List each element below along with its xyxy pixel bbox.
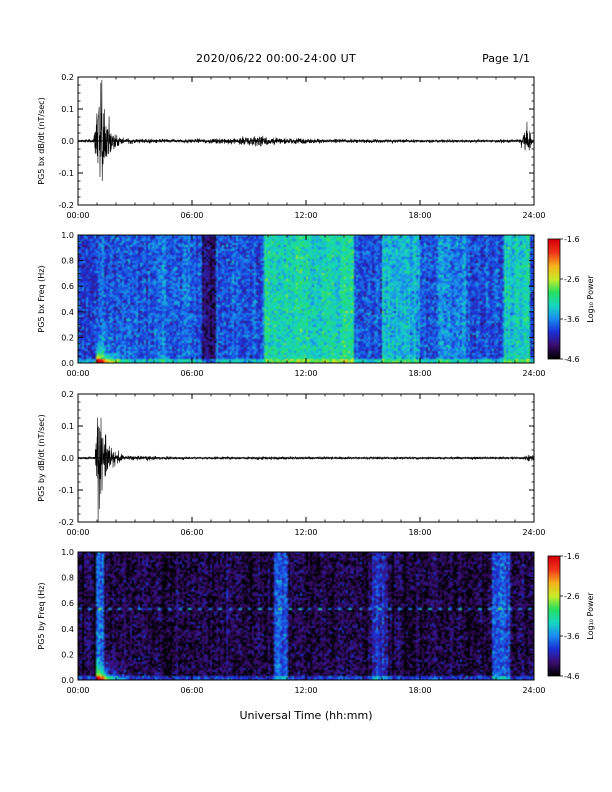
waveform-series [77,80,535,182]
x-tick-label: 06:00 [180,686,203,695]
y-axis-label: PG5 by Freq (Hz) [37,582,46,649]
colorbar-tick-label: -4.6 [564,355,580,364]
y-tick-label: 0.4 [61,308,74,317]
y-tick-label: 0.2 [61,73,74,82]
panel-bx-waveform: 00:00 06:00 12:00 18:00 24:00 0.2 0.1 0.0 -0.1 -0… [37,73,546,220]
colorbar-tick-label: -4.6 [564,672,580,681]
panel-by-spectrogram: -1.6 -2.6 -3.6 -4.6 Log₁₀ Power 00:00 06:00 12:… [37,548,595,695]
x-tick-label: 12:00 [294,686,317,695]
colorbar-tick-label: -3.6 [564,632,580,641]
colorbar-tick-label: -2.6 [564,592,580,601]
x-tick-label: 12:00 [294,528,317,537]
x-tick-label: 00:00 [66,211,89,220]
colorbar-label: Log₁₀ Power [586,592,595,640]
x-tick-label: 12:00 [294,211,317,220]
y-tick-label: 0.6 [61,282,74,291]
y-tick-label: 1.0 [61,548,74,557]
x-tick-label: 18:00 [408,686,431,695]
x-tick-label: 24:00 [522,686,545,695]
x-tick-label: 12:00 [294,369,317,378]
waveform-series [77,417,535,523]
y-tick-label: 0.8 [61,257,74,266]
x-axis-caption: Universal Time (hh:mm) [239,709,373,722]
y-tick-label: 0.0 [61,676,74,685]
x-tick-label: 24:00 [522,528,545,537]
y-tick-label: -0.1 [58,169,74,178]
colorbar-tick-label: -1.6 [564,552,580,561]
x-tick-label: 18:00 [408,528,431,537]
x-tick-label: 06:00 [180,528,203,537]
panel-bx-spectrogram: -1.6 -2.6 -3.6 -4.6 Log₁₀ Power 00:00 06:00 12:… [37,231,595,378]
colorbar-tick-label: -2.6 [564,275,580,284]
y-axis-label: PG5 bx Freq (Hz) [37,265,46,332]
colorbar-tick-label: -3.6 [564,315,580,324]
x-tick-label: 00:00 [66,369,89,378]
x-tick-label: 24:00 [522,369,545,378]
y-tick-label: -0.2 [58,518,74,527]
x-tick-label: 00:00 [66,528,89,537]
y-axis-label: PG5 by dB/dt (nT/sec) [37,414,46,501]
colorbar-label: Log₁₀ Power [586,275,595,323]
x-tick-label: 18:00 [408,369,431,378]
y-tick-label: 0.2 [61,333,74,342]
y-tick-label: 0.0 [61,137,74,146]
y-tick-label: 0.1 [61,422,74,431]
y-tick-label: 0.2 [61,650,74,659]
x-tick-label: 06:00 [180,369,203,378]
y-tick-label: -0.1 [58,486,74,495]
y-tick-label: 0.8 [61,574,74,583]
page-number: Page 1/1 [482,52,530,65]
x-tick-label: 06:00 [180,211,203,220]
x-tick-label: 00:00 [66,686,89,695]
colorbar-tick-label: -1.6 [564,235,580,244]
y-tick-label: 0.6 [61,599,74,608]
y-tick-label: 1.0 [61,231,74,240]
page-title: 2020/06/22 00:00-24:00 UT [195,52,357,65]
spectrogram-image [78,552,534,680]
y-tick-label: 0.2 [61,390,74,399]
spectrogram-image [78,235,534,363]
colorbar-frame [547,238,561,360]
colorbar-gradient [548,556,560,676]
x-tick-label: 18:00 [408,211,431,220]
y-tick-label: 0.0 [61,454,74,463]
panel-by-waveform: 00:00 06:00 12:00 18:00 24:00 0.2 0.1 0.0 -0.1 -0… [37,390,546,537]
y-tick-label: 0.4 [61,625,74,634]
colorbar-gradient [548,239,560,359]
y-tick-label: -0.2 [58,201,74,210]
x-tick-label: 24:00 [522,211,545,220]
title-bar: 2020/06/22 00:00-24:00 UT Page 1/1 [0,52,612,68]
y-axis-label: PG5 bx dB/dt (nT/sec) [37,97,46,184]
y-tick-label: 0.0 [61,359,74,368]
y-tick-label: 0.1 [61,105,74,114]
colorbar-frame [547,555,561,677]
